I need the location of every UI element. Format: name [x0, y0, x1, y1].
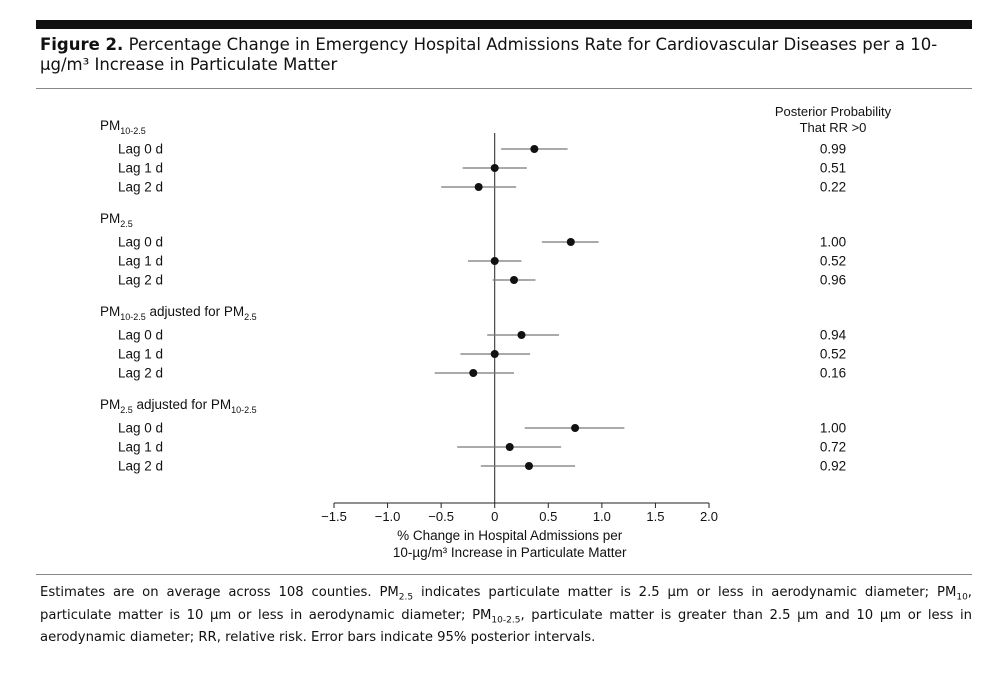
point-estimate — [566, 238, 575, 246]
footnote-pm10-sub: 10 — [956, 592, 968, 603]
group-label-main: PM — [100, 397, 120, 412]
point-estimate — [490, 164, 499, 172]
footnote-pm25-text: indicates particulate matter is 2.5 µm o… — [413, 585, 937, 600]
group-label-main: PM — [100, 211, 120, 226]
row-label: Lag 2 d — [118, 273, 163, 288]
footnote-pm1025-main: PM — [472, 607, 492, 623]
figure-footnote: Estimates are on average across 108 coun… — [40, 584, 972, 646]
x-tick-label: 0.5 — [539, 509, 557, 524]
row-label: Lag 2 d — [118, 459, 163, 474]
group-label-subscript: 10-2.5 — [120, 312, 146, 322]
group-label: PM10-2.5 — [100, 118, 146, 136]
point-estimate — [571, 424, 580, 432]
posterior-probability-value: 0.92 — [820, 459, 846, 474]
group-label-suffix: adjusted for PM — [133, 397, 231, 412]
footnote-pm1025-sub: 10-2.5 — [491, 615, 521, 626]
footnote-pm1025-text: , particulate matter is greater than 2.5… — [40, 607, 972, 646]
group-label-main: PM — [100, 304, 120, 319]
footnote-intro: Estimates are on average across 108 coun… — [40, 585, 380, 600]
x-tick-label: 1.0 — [593, 509, 611, 524]
row-label: Lag 0 d — [118, 421, 163, 436]
point-estimate — [474, 183, 483, 191]
footnote-pm25-main: PM — [379, 585, 399, 600]
prob-header-line1: Posterior Probability — [775, 104, 892, 119]
group-label-subscript: 2.5 — [120, 405, 133, 415]
posterior-probability-value: 0.16 — [820, 366, 846, 381]
posterior-probability-value: 1.00 — [820, 421, 846, 436]
top-rule-bar — [36, 20, 972, 29]
footnote-pm10-main: PM — [937, 585, 957, 600]
point-estimate — [490, 257, 499, 265]
x-tick-label: −0.5 — [428, 509, 454, 524]
posterior-probability-value: 0.72 — [820, 440, 846, 455]
prob-header-line2: That RR >0 — [800, 120, 867, 135]
group-label: PM2.5 — [100, 211, 133, 229]
x-tick-label: 1.5 — [646, 509, 664, 524]
posterior-probability-value: 0.22 — [820, 180, 846, 195]
posterior-probability-value: 0.94 — [820, 328, 847, 343]
row-label: Lag 1 d — [118, 254, 163, 269]
x-tick-label: 0 — [491, 509, 498, 524]
group-label-suffix-subscript: 10-2.5 — [231, 405, 257, 415]
point-estimate — [517, 331, 526, 339]
footnote-divider — [36, 574, 972, 575]
figure-title-text: Percentage Change in Emergency Hospital … — [40, 35, 938, 74]
group-label-suffix: adjusted for PM — [146, 304, 244, 319]
x-axis-label-line2: 10-µg/m³ Increase in Particulate Matter — [393, 545, 627, 560]
posterior-probability-value: 0.52 — [820, 254, 846, 269]
row-label: Lag 0 d — [118, 328, 163, 343]
row-label: Lag 0 d — [118, 142, 163, 157]
title-divider — [36, 88, 972, 89]
posterior-probability-value: 0.52 — [820, 347, 846, 362]
posterior-probability-value: 0.96 — [820, 273, 846, 288]
group-label-subscript: 10-2.5 — [120, 126, 146, 136]
row-label: Lag 1 d — [118, 440, 163, 455]
x-tick-label: −1.5 — [321, 509, 347, 524]
point-estimate — [469, 369, 478, 377]
point-estimate — [510, 276, 518, 284]
posterior-probability-value: 0.51 — [820, 161, 846, 176]
footnote-pm25-sub: 2.5 — [398, 592, 414, 603]
point-estimate — [490, 350, 499, 358]
row-label: Lag 1 d — [118, 161, 163, 176]
group-label-subscript: 2.5 — [120, 219, 133, 229]
posterior-probability-value: 1.00 — [820, 235, 846, 250]
point-estimate — [530, 145, 539, 153]
row-label: Lag 0 d — [118, 235, 163, 250]
footnote-pm10-text: , particulate matter is 10 µm or less in… — [40, 585, 972, 623]
row-label: Lag 1 d — [118, 347, 163, 362]
group-label: PM2.5 adjusted for PM10-2.5 — [100, 397, 257, 415]
x-axis-label-line1: % Change in Hospital Admissions per — [397, 528, 623, 543]
figure-title: Figure 2. Percentage Change in Emergency… — [40, 35, 970, 75]
posterior-probability-value: 0.99 — [820, 142, 846, 157]
point-estimate — [525, 462, 533, 470]
row-label: Lag 2 d — [118, 366, 163, 381]
group-label: PM10-2.5 adjusted for PM2.5 — [100, 304, 257, 322]
row-label: Lag 2 d — [118, 180, 163, 195]
x-tick-label: 2.0 — [700, 509, 718, 524]
group-label-main: PM — [100, 118, 120, 133]
group-label-suffix-subscript: 2.5 — [244, 312, 257, 322]
x-tick-label: −1.0 — [375, 509, 401, 524]
point-estimate — [505, 443, 514, 451]
figure-label: Figure 2. — [40, 35, 124, 54]
